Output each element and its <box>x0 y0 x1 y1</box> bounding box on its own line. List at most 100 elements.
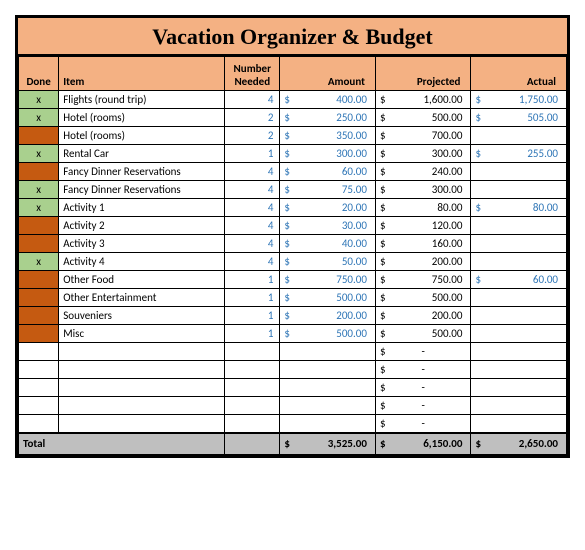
empty-cell[interactable] <box>19 343 59 361</box>
money-cell[interactable]: $300.00 <box>375 181 471 199</box>
money-cell[interactable]: $- <box>375 343 471 361</box>
money-cell[interactable] <box>471 181 567 199</box>
empty-cell[interactable] <box>225 343 280 361</box>
money-cell[interactable]: $80.00 <box>375 199 471 217</box>
item-cell[interactable]: Rental Car <box>59 145 225 163</box>
money-cell[interactable]: $80.00 <box>471 199 567 217</box>
money-cell[interactable] <box>471 127 567 145</box>
item-cell[interactable]: Hotel (rooms) <box>59 127 225 145</box>
number-cell[interactable]: 1 <box>225 307 280 325</box>
number-cell[interactable]: 4 <box>225 253 280 271</box>
money-cell[interactable]: $350.00 <box>280 127 376 145</box>
item-cell[interactable]: Other Food <box>59 271 225 289</box>
done-cell[interactable]: x <box>19 145 59 163</box>
money-cell[interactable]: $750.00 <box>280 271 376 289</box>
money-cell[interactable]: $- <box>375 397 471 415</box>
done-cell[interactable] <box>19 325 59 343</box>
number-cell[interactable]: 4 <box>225 163 280 181</box>
empty-cell[interactable] <box>225 415 280 433</box>
money-cell[interactable]: $6,150.00 <box>375 433 471 455</box>
empty-cell[interactable] <box>19 361 59 379</box>
money-cell[interactable] <box>471 217 567 235</box>
empty-cell[interactable] <box>19 415 59 433</box>
done-cell[interactable] <box>19 217 59 235</box>
money-cell[interactable]: $40.00 <box>280 235 376 253</box>
done-cell[interactable] <box>19 289 59 307</box>
done-cell[interactable]: x <box>19 91 59 109</box>
money-cell[interactable]: $3,525.00 <box>280 433 376 455</box>
money-cell[interactable]: $300.00 <box>375 145 471 163</box>
item-cell[interactable]: Activity 3 <box>59 235 225 253</box>
money-cell[interactable]: $1,750.00 <box>471 91 567 109</box>
done-cell[interactable] <box>19 163 59 181</box>
money-cell[interactable]: $20.00 <box>280 199 376 217</box>
money-cell[interactable]: $400.00 <box>280 91 376 109</box>
money-cell[interactable]: $60.00 <box>280 163 376 181</box>
money-cell[interactable]: $500.00 <box>280 289 376 307</box>
money-cell[interactable]: $- <box>375 361 471 379</box>
empty-cell[interactable] <box>280 397 376 415</box>
money-cell[interactable]: $- <box>375 379 471 397</box>
done-cell[interactable]: x <box>19 199 59 217</box>
money-cell[interactable]: $255.00 <box>471 145 567 163</box>
money-cell[interactable] <box>471 253 567 271</box>
done-cell[interactable] <box>19 127 59 145</box>
empty-cell[interactable] <box>19 397 59 415</box>
money-cell[interactable]: $200.00 <box>375 253 471 271</box>
money-cell[interactable]: $505.00 <box>471 109 567 127</box>
money-cell[interactable]: $120.00 <box>375 217 471 235</box>
money-cell[interactable] <box>471 235 567 253</box>
money-cell[interactable]: $500.00 <box>375 325 471 343</box>
empty-cell[interactable] <box>471 397 567 415</box>
money-cell[interactable] <box>471 325 567 343</box>
empty-cell[interactable] <box>59 415 225 433</box>
number-cell[interactable]: 4 <box>225 181 280 199</box>
money-cell[interactable]: $250.00 <box>280 109 376 127</box>
empty-cell[interactable] <box>471 379 567 397</box>
number-cell[interactable]: 1 <box>225 271 280 289</box>
money-cell[interactable]: $500.00 <box>375 109 471 127</box>
money-cell[interactable] <box>471 307 567 325</box>
item-cell[interactable]: Souveniers <box>59 307 225 325</box>
item-cell[interactable]: Fancy Dinner Reservations <box>59 181 225 199</box>
done-cell[interactable]: x <box>19 181 59 199</box>
number-cell[interactable]: 4 <box>225 91 280 109</box>
money-cell[interactable]: $50.00 <box>280 253 376 271</box>
number-cell[interactable]: 2 <box>225 127 280 145</box>
empty-cell[interactable] <box>59 343 225 361</box>
done-cell[interactable]: x <box>19 253 59 271</box>
empty-cell[interactable] <box>225 361 280 379</box>
item-cell[interactable]: Activity 1 <box>59 199 225 217</box>
money-cell[interactable]: $30.00 <box>280 217 376 235</box>
item-cell[interactable]: Hotel (rooms) <box>59 109 225 127</box>
money-cell[interactable]: $200.00 <box>375 307 471 325</box>
item-cell[interactable]: Activity 4 <box>59 253 225 271</box>
money-cell[interactable]: $300.00 <box>280 145 376 163</box>
money-cell[interactable] <box>471 163 567 181</box>
done-cell[interactable]: x <box>19 109 59 127</box>
empty-cell[interactable] <box>59 361 225 379</box>
empty-cell[interactable] <box>471 343 567 361</box>
money-cell[interactable]: $240.00 <box>375 163 471 181</box>
empty-cell[interactable] <box>225 397 280 415</box>
empty-cell[interactable] <box>280 379 376 397</box>
money-cell[interactable]: $160.00 <box>375 235 471 253</box>
empty-cell[interactable] <box>225 379 280 397</box>
empty-cell[interactable] <box>471 361 567 379</box>
money-cell[interactable] <box>471 289 567 307</box>
item-cell[interactable]: Fancy Dinner Reservations <box>59 163 225 181</box>
number-cell[interactable]: 1 <box>225 325 280 343</box>
number-cell[interactable]: 4 <box>225 235 280 253</box>
money-cell[interactable]: $75.00 <box>280 181 376 199</box>
money-cell[interactable]: $750.00 <box>375 271 471 289</box>
number-cell[interactable]: 4 <box>225 199 280 217</box>
empty-cell[interactable] <box>280 343 376 361</box>
empty-cell[interactable] <box>59 397 225 415</box>
number-cell[interactable]: 2 <box>225 109 280 127</box>
done-cell[interactable] <box>19 271 59 289</box>
item-cell[interactable]: Misc <box>59 325 225 343</box>
done-cell[interactable] <box>19 235 59 253</box>
empty-cell[interactable] <box>280 361 376 379</box>
money-cell[interactable]: $60.00 <box>471 271 567 289</box>
empty-cell[interactable] <box>19 379 59 397</box>
